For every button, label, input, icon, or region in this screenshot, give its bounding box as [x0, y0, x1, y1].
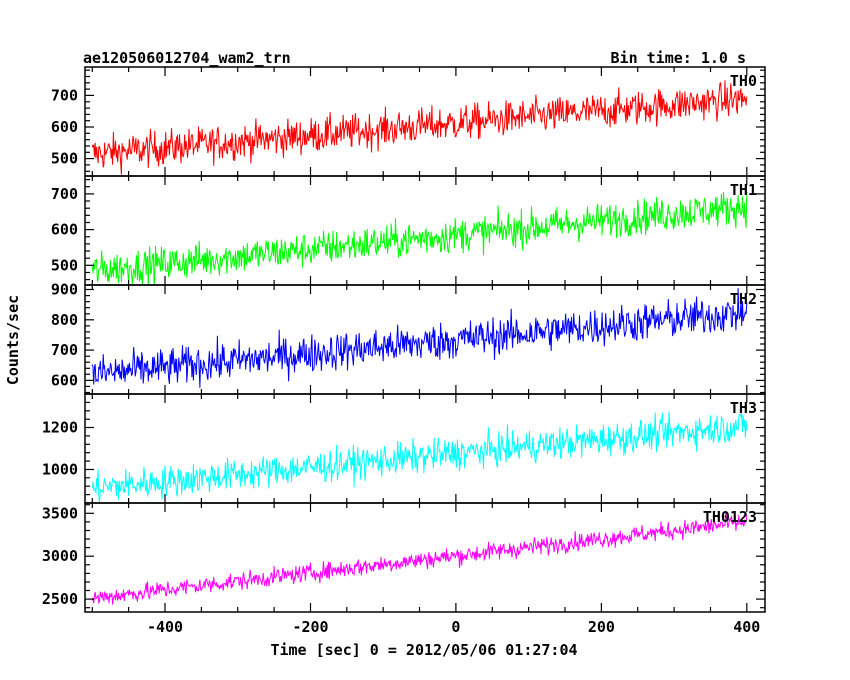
series-line-th1 — [91, 191, 748, 285]
y-tick-label: 1200 — [42, 419, 78, 437]
series-line-th0 — [91, 80, 748, 175]
y-tick-label: 700 — [51, 185, 78, 203]
y-tick-label: 3000 — [42, 547, 78, 565]
y-tick-label: 1000 — [42, 461, 78, 479]
y-tick-label: 800 — [51, 311, 78, 329]
y-tick-label: 900 — [51, 281, 78, 299]
y-tick-label: 700 — [51, 86, 78, 104]
series-line-th2 — [91, 288, 748, 388]
panel-label-th1: TH1 — [730, 181, 757, 199]
y-tick-label: 500 — [51, 256, 78, 274]
y-tick-label: 600 — [51, 118, 78, 136]
y-axis-label: Counts/sec — [4, 295, 22, 385]
panel-label-th2: TH2 — [730, 290, 757, 308]
x-tick-label: -400 — [147, 618, 183, 636]
chart-title-left: ae120506012704_wam2_trn — [83, 49, 291, 67]
x-axis-label: Time [sec] 0 = 2012/05/06 01:27:04 — [270, 641, 577, 659]
y-tick-label: 2500 — [42, 590, 78, 608]
y-tick-label: 700 — [51, 341, 78, 359]
panels-group: 500 600 700 TH0 500 600 700 TH1 600 700 800 900 TH2 1… — [42, 66, 766, 636]
x-tick-label: -200 — [292, 618, 328, 636]
series-line-th0123 — [91, 512, 748, 605]
x-tick-label: 400 — [733, 618, 760, 636]
y-tick-label: 600 — [51, 221, 78, 239]
panel-frame — [84, 502, 766, 613]
panel-label-th0: TH0 — [730, 72, 757, 90]
y-tick-label: 3500 — [42, 504, 78, 522]
series-line-th3 — [91, 411, 748, 503]
panel-label-th0123: TH0123 — [703, 508, 757, 526]
x-tick-label: 200 — [588, 618, 615, 636]
panel-label-th3: TH3 — [730, 399, 757, 417]
y-tick-label: 600 — [51, 371, 78, 389]
chart-title-right: Bin time: 1.0 s — [611, 49, 746, 67]
x-tick-label: 0 — [451, 618, 460, 636]
y-tick-label: 500 — [51, 150, 78, 168]
